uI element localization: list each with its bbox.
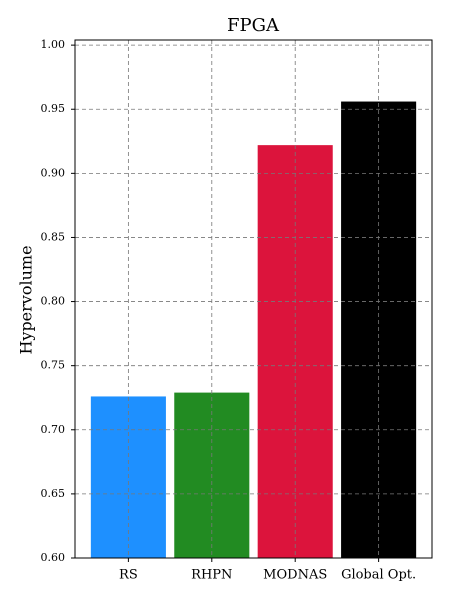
chart-title: FPGA bbox=[227, 15, 280, 36]
y-tick-label: 0.80 bbox=[41, 295, 66, 308]
plot-frame bbox=[74, 39, 433, 559]
x-tick-label: MODNAS bbox=[263, 568, 327, 583]
y-tick-label: 0.85 bbox=[41, 230, 66, 243]
x-tick-label: RS bbox=[119, 568, 138, 583]
y-tick-label: 1.00 bbox=[41, 38, 66, 51]
y-tick-label: 0.95 bbox=[41, 102, 66, 115]
x-tick-label: Global Opt. bbox=[341, 568, 416, 583]
y-tick-label: 0.60 bbox=[41, 551, 66, 564]
y-axis-label: Hypervolume bbox=[17, 245, 36, 354]
y-tick-label: 0.75 bbox=[41, 359, 66, 372]
y-tick-label: 0.90 bbox=[41, 166, 66, 179]
y-tick-label: 0.70 bbox=[41, 423, 66, 436]
x-tick-label: RHPN bbox=[191, 568, 232, 583]
y-tick-label: 0.65 bbox=[41, 487, 66, 500]
